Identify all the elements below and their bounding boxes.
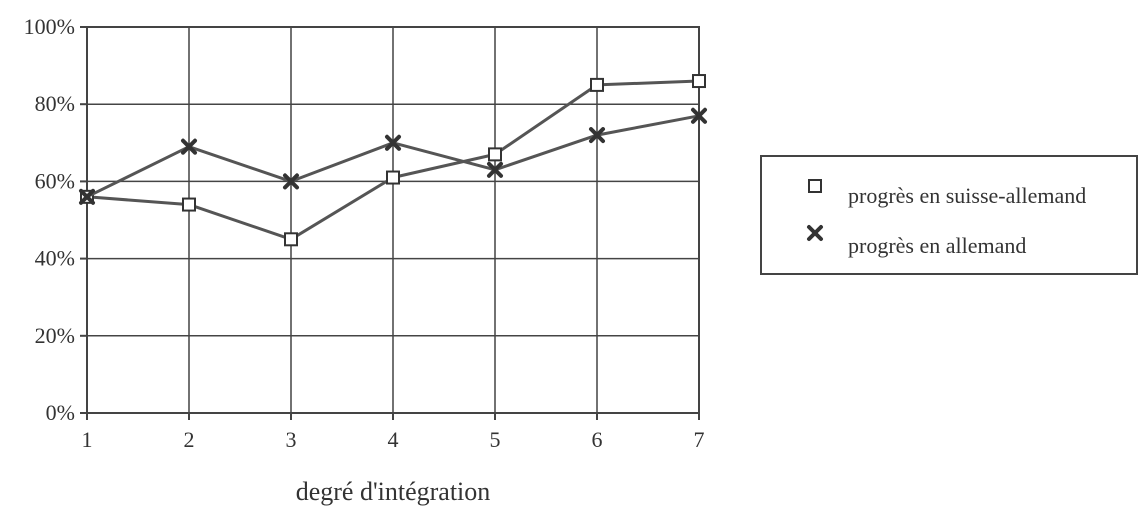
data-point-square [284, 232, 298, 247]
y-tick-label: 100% [24, 14, 75, 39]
data-point-square [182, 197, 196, 212]
y-tick-label: 80% [35, 91, 75, 116]
y-tick-label: 40% [35, 246, 75, 271]
x-tick-label: 6 [592, 427, 603, 452]
y-tick-label: 20% [35, 323, 75, 348]
legend-item-allemand: progrès en allemand [807, 225, 1026, 258]
legend-label: progrès en suisse-allemand [848, 183, 1086, 208]
x-axis-ticks: 1 2 3 4 5 6 7 [82, 413, 705, 452]
x-tick-label: 1 [82, 427, 93, 452]
data-point-x [79, 188, 95, 205]
y-tick-label: 0% [46, 400, 75, 425]
x-axis-title: degré d'intégration [296, 477, 491, 506]
x-tick-label: 3 [286, 427, 297, 452]
legend-label: progrès en allemand [848, 233, 1026, 258]
data-point-x [691, 107, 707, 124]
legend: progrès en suisse-allemand progrès en al… [760, 155, 1138, 275]
x-tick-label: 5 [490, 427, 501, 452]
series-2 [79, 107, 707, 205]
legend-box [760, 155, 1138, 275]
data-point-x [385, 134, 401, 151]
series-layer [79, 74, 707, 247]
y-axis-ticks: 0% 20% 40% 60% 80% 100% [24, 14, 87, 425]
data-point-x [589, 127, 605, 144]
data-point-x [487, 161, 503, 178]
square-marker-icon [808, 179, 822, 193]
x-marker-icon [807, 225, 823, 241]
data-point-square [386, 170, 400, 185]
x-tick-label: 4 [388, 427, 399, 452]
x-tick-label: 7 [694, 427, 705, 452]
data-point-square [590, 77, 604, 92]
data-point-x [181, 138, 197, 155]
data-point-x [283, 173, 299, 190]
data-point-square [488, 147, 502, 162]
legend-item-suisse-allemand: progrès en suisse-allemand [808, 179, 1086, 208]
data-point-square [692, 74, 706, 89]
y-tick-label: 60% [35, 168, 75, 193]
x-tick-label: 2 [184, 427, 195, 452]
